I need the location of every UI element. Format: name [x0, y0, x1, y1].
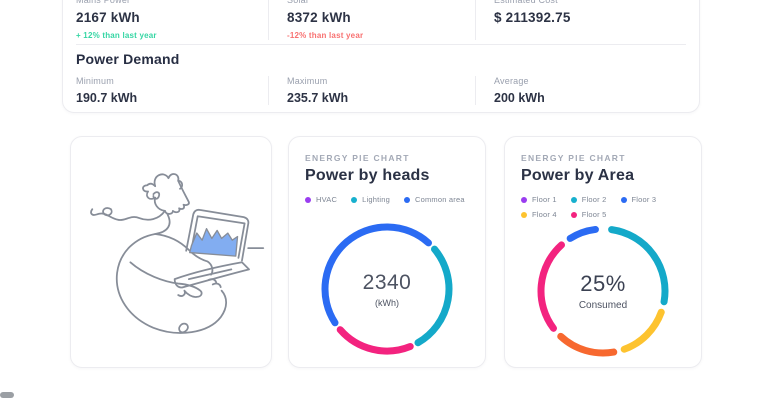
donut-arcs — [321, 223, 453, 355]
stat-value: 190.7 kWh — [76, 91, 138, 105]
stat-value: $ 211392.75 — [494, 10, 571, 25]
legend-label: Floor 2 — [581, 195, 607, 204]
legend-label: Floor 5 — [581, 210, 607, 219]
power-demand-title: Power Demand — [76, 51, 180, 67]
card-eyebrow: ENERGY PIE CHART — [521, 153, 626, 163]
card-title: Power by Area — [521, 167, 635, 184]
energy-summary-card: Mains Power 2167 kWh + 12% than last yea… — [62, 0, 700, 113]
donut-segment-segment-blue — [566, 225, 599, 242]
donut-chart-power-by-area: 25% Consumed — [528, 216, 678, 366]
card-eyebrow: ENERGY PIE CHART — [305, 153, 410, 163]
legend-dot-icon — [521, 196, 527, 203]
legend-item-lighting: Lighting — [351, 195, 390, 204]
legend-dot-icon — [620, 196, 627, 203]
legend-label: Common area — [414, 195, 465, 204]
legend-item-floor-2: Floor 2 — [570, 195, 607, 204]
stat-label: Solar — [287, 0, 310, 5]
legend-item-floor-3: Floor 3 — [620, 195, 657, 204]
stat-label: Minimum — [76, 76, 114, 86]
legend-item-hvac: HVAC — [305, 195, 337, 204]
donut-segment-common-area — [321, 223, 432, 327]
power-demand-section: Power Demand Minimum 190.7 kWh Maximum 2… — [76, 51, 686, 105]
legend-item-common-area: Common area — [403, 195, 465, 204]
stat-value: 235.7 kWh — [287, 91, 349, 105]
donut-segment-lighting — [414, 245, 453, 347]
stat-label: Average — [494, 76, 529, 86]
donut-segment-segment-cyan — [608, 226, 669, 306]
stat-mains-power: Mains Power 2167 kWh + 12% than last yea… — [76, 0, 268, 40]
legend: Floor 1 Floor 2 Floor 3 Floor 4 Floor 5 — [521, 195, 685, 219]
legend-dot-icon — [305, 196, 311, 203]
donut-segment-segment-pink — [537, 241, 566, 332]
stat-minimum: Minimum 190.7 kWh — [76, 76, 268, 105]
horizontal-scrollbar-thumb[interactable] — [0, 392, 14, 398]
legend-label: Floor 3 — [631, 195, 657, 204]
donut-segment-hvac — [336, 326, 414, 355]
legend-item-floor-4: Floor 4 — [521, 210, 557, 219]
stat-value: 200 kWh — [494, 91, 545, 105]
legend-label: Floor 1 — [532, 195, 557, 204]
legend-item-floor-5: Floor 5 — [570, 210, 607, 219]
power-demand-stats-row: Minimum 190.7 kWh Maximum 235.7 kWh Aver… — [76, 76, 686, 105]
legend-dot-icon — [403, 196, 410, 203]
legend: HVAC Lighting Common area — [305, 195, 469, 204]
legend-dot-icon — [521, 211, 527, 218]
legend-label: HVAC — [316, 195, 338, 204]
stat-label: Maximum — [287, 76, 328, 86]
stat-label: Estimated Cost — [494, 0, 558, 5]
stat-average: Average 200 kWh — [475, 76, 686, 105]
legend-dot-icon — [351, 196, 358, 203]
stat-estimated-cost: Estimated Cost $ 211392.75 — [475, 0, 686, 40]
card-title: Power by heads — [305, 167, 430, 184]
donut-chart-power-by-heads: 2340 (kWh) — [312, 214, 462, 364]
legend-dot-icon — [570, 211, 577, 218]
stat-maximum: Maximum 235.7 kWh — [268, 76, 475, 105]
stat-label: Mains Power — [76, 0, 131, 5]
stat-delta: + 12% than last year — [76, 31, 157, 40]
donut-arcs — [537, 225, 669, 357]
stat-delta: -12% than last year — [287, 31, 364, 40]
stat-value: 2167 kWh — [76, 10, 140, 25]
power-by-area-card: ENERGY PIE CHART Power by Area Floor 1 F… — [504, 136, 702, 368]
donut-segment-segment-yellow — [620, 308, 665, 353]
laptop-chart-area — [189, 227, 239, 257]
power-by-heads-card: ENERGY PIE CHART Power by heads HVAC Lig… — [288, 136, 486, 368]
power-stats-row: Mains Power 2167 kWh + 12% than last yea… — [76, 0, 686, 40]
stat-solar: Solar 8372 kWh -12% than last year — [268, 0, 475, 40]
stat-value: 8372 kWh — [287, 10, 351, 25]
legend-item-floor-1: Floor 1 — [521, 195, 557, 204]
legend-label: Lighting — [362, 195, 390, 204]
person-laptop-illustration — [90, 173, 265, 334]
illustration-card — [70, 136, 272, 368]
legend-dot-icon — [570, 196, 577, 203]
donut-segment-segment-orange — [557, 332, 618, 357]
divider — [76, 44, 686, 45]
legend-label: Floor 4 — [532, 210, 557, 219]
